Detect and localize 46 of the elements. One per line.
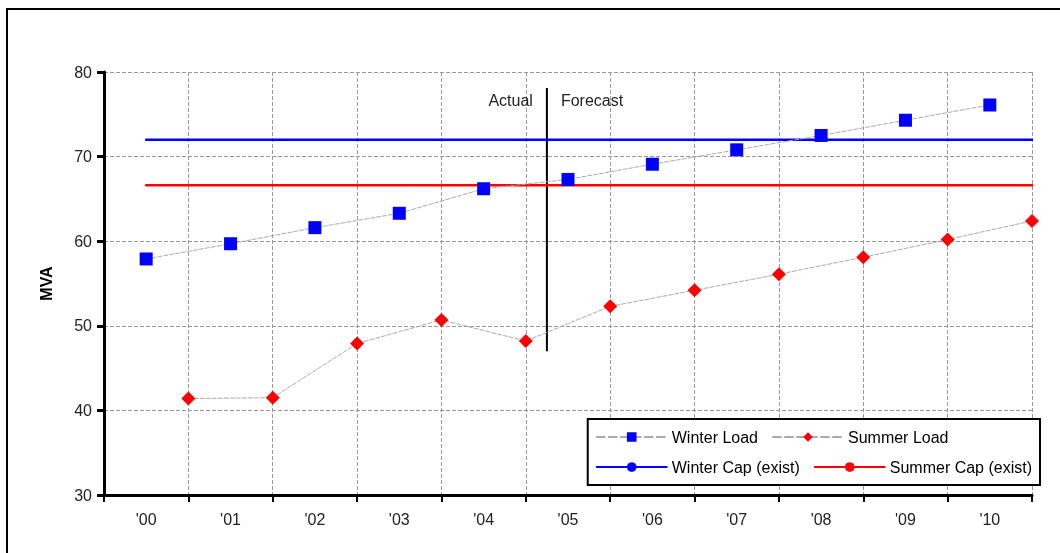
y-tick-label: 80 (74, 63, 93, 81)
x-tick-label: '08 (810, 510, 832, 528)
annotation: Actual (488, 91, 533, 109)
y-tick-label: 60 (74, 232, 93, 250)
point (898, 113, 912, 127)
x-tick-label: '09 (895, 510, 916, 528)
legend-label: Summer Cap (exist) (889, 458, 1032, 476)
y-tick-label: 30 (74, 486, 93, 504)
legend-label: Winter Cap (exist) (671, 458, 800, 476)
x-tick-label: '01 (220, 510, 242, 528)
point (814, 128, 828, 142)
point (940, 232, 955, 247)
point (687, 283, 702, 298)
annotation: Forecast (560, 91, 624, 109)
point (308, 221, 322, 235)
point (265, 390, 280, 405)
point (392, 206, 406, 220)
legend-label: Summer Load (847, 428, 949, 446)
x-tick-label: '10 (979, 510, 1001, 528)
x-tick-label: '07 (726, 510, 748, 528)
point (1025, 213, 1039, 228)
x-tick-label: '00 (135, 510, 157, 528)
point (603, 299, 618, 314)
point (477, 182, 491, 196)
y-tick-label: 40 (74, 401, 93, 419)
x-tick-label: '04 (473, 510, 495, 528)
legend-label: Winter Load (671, 428, 758, 446)
x-tick-label: '05 (557, 510, 579, 528)
x-tick-label: '03 (388, 510, 410, 528)
x-tick-label: '02 (304, 510, 326, 528)
y-axis-title: MVA (37, 265, 55, 301)
point (645, 157, 659, 171)
point (771, 267, 786, 282)
point (983, 98, 997, 112)
y-tick-label: 70 (74, 148, 93, 166)
point (434, 312, 449, 327)
x-tick-label: '06 (641, 510, 663, 528)
point (224, 237, 238, 251)
y-tick-label: 50 (74, 317, 93, 335)
point (561, 172, 575, 186)
point (518, 334, 533, 349)
point (856, 250, 871, 265)
point (139, 252, 153, 266)
point (181, 391, 196, 406)
point (730, 143, 744, 157)
point (350, 336, 365, 351)
